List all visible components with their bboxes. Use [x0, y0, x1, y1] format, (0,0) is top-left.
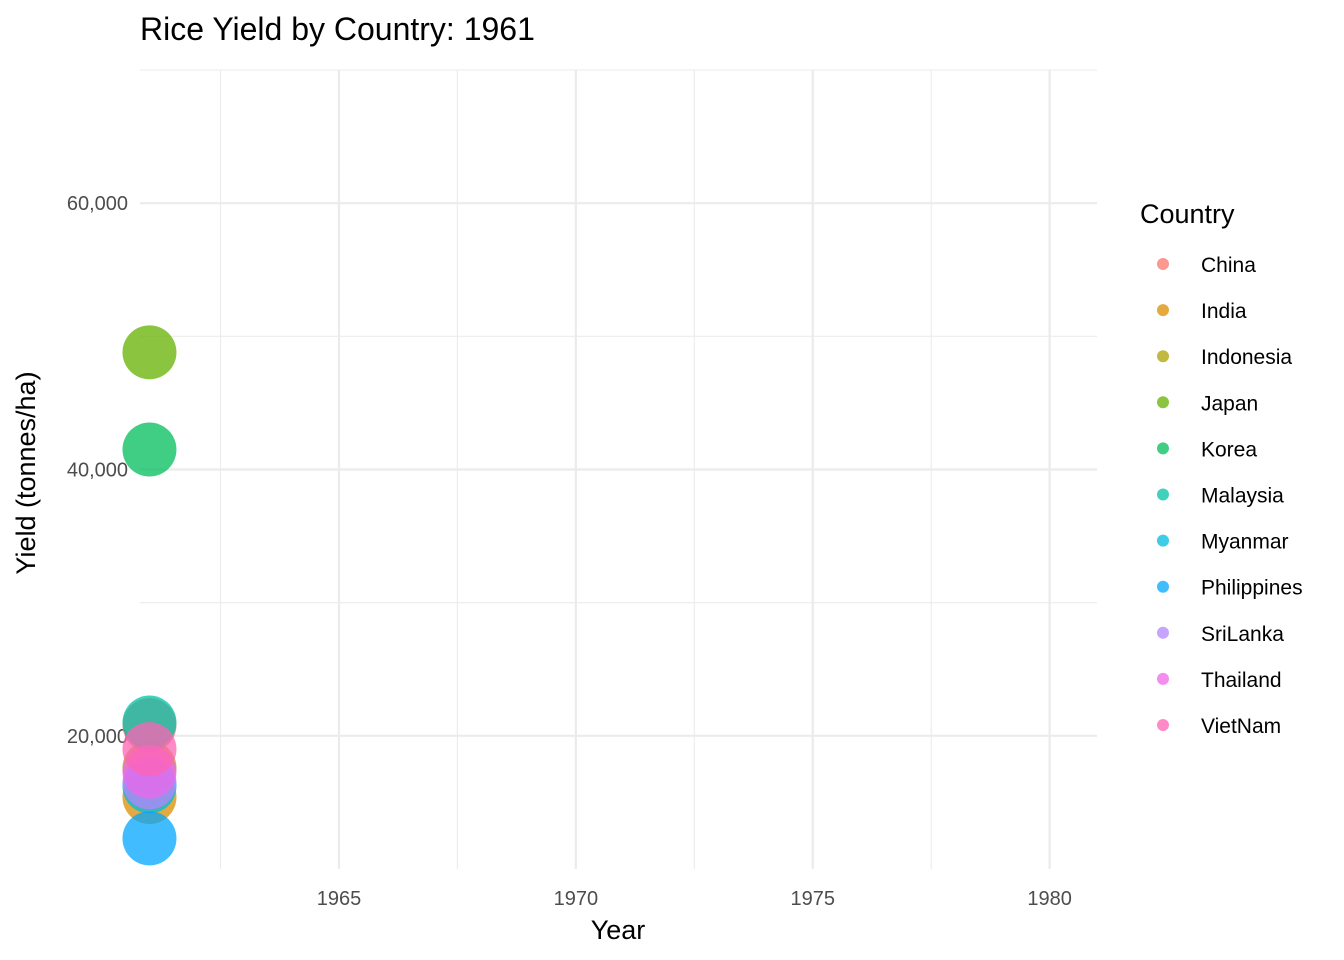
legend-label: Malaysia	[1201, 485, 1284, 508]
legend-label: India	[1201, 300, 1247, 323]
legend-label: SriLanka	[1201, 623, 1284, 646]
legend-key-thailand	[1157, 672, 1169, 685]
y-tick-label: 60,000	[67, 193, 128, 215]
legend-key-srilanka	[1157, 626, 1169, 639]
x-axis-title: Year	[591, 915, 646, 945]
legend-key-vietnam	[1157, 719, 1169, 731]
chart-title: Rice Yield by Country: 1961	[140, 11, 535, 47]
legend-label: Myanmar	[1201, 531, 1289, 554]
legend-key-korea	[1157, 442, 1169, 455]
legend: China India Indonesia Japan Korea Malaysia Mya…	[1157, 254, 1303, 738]
grid-lines	[140, 69, 1097, 869]
data-point-korea	[122, 422, 177, 477]
legend-label: Thailand	[1201, 669, 1282, 692]
legend-key-malaysia	[1157, 488, 1169, 501]
legend-key-japan	[1157, 396, 1169, 409]
legend-label: Philippines	[1201, 577, 1303, 600]
x-tick-labels: 1965 1970 1975 1980	[317, 888, 1072, 910]
data-points	[122, 325, 177, 866]
legend-label: Korea	[1201, 438, 1257, 461]
legend-key-philippines	[1157, 580, 1169, 593]
legend-title: Country	[1140, 199, 1235, 229]
x-tick-label: 1965	[317, 888, 362, 910]
legend-key-indonesia	[1157, 350, 1169, 363]
data-point-philippines	[122, 811, 177, 866]
x-tick-label: 1975	[790, 888, 835, 910]
y-axis-title: Yield (tonnes/ha)	[11, 371, 41, 574]
legend-label: Japan	[1201, 392, 1258, 415]
x-tick-label: 1980	[1027, 888, 1072, 910]
legend-key-myanmar	[1157, 534, 1169, 547]
data-point-vietnam	[122, 722, 177, 777]
x-tick-label: 1970	[554, 888, 599, 910]
data-point-japan	[122, 325, 177, 380]
y-tick-labels: 20,000 40,000 60,000	[67, 193, 128, 748]
y-tick-label: 40,000	[67, 460, 128, 482]
legend-label: China	[1201, 254, 1256, 277]
legend-key-india	[1157, 304, 1169, 317]
legend-key-china	[1157, 258, 1169, 270]
legend-label: VietNam	[1201, 715, 1281, 738]
legend-label: Indonesia	[1201, 346, 1292, 369]
y-tick-label: 20,000	[67, 726, 128, 748]
